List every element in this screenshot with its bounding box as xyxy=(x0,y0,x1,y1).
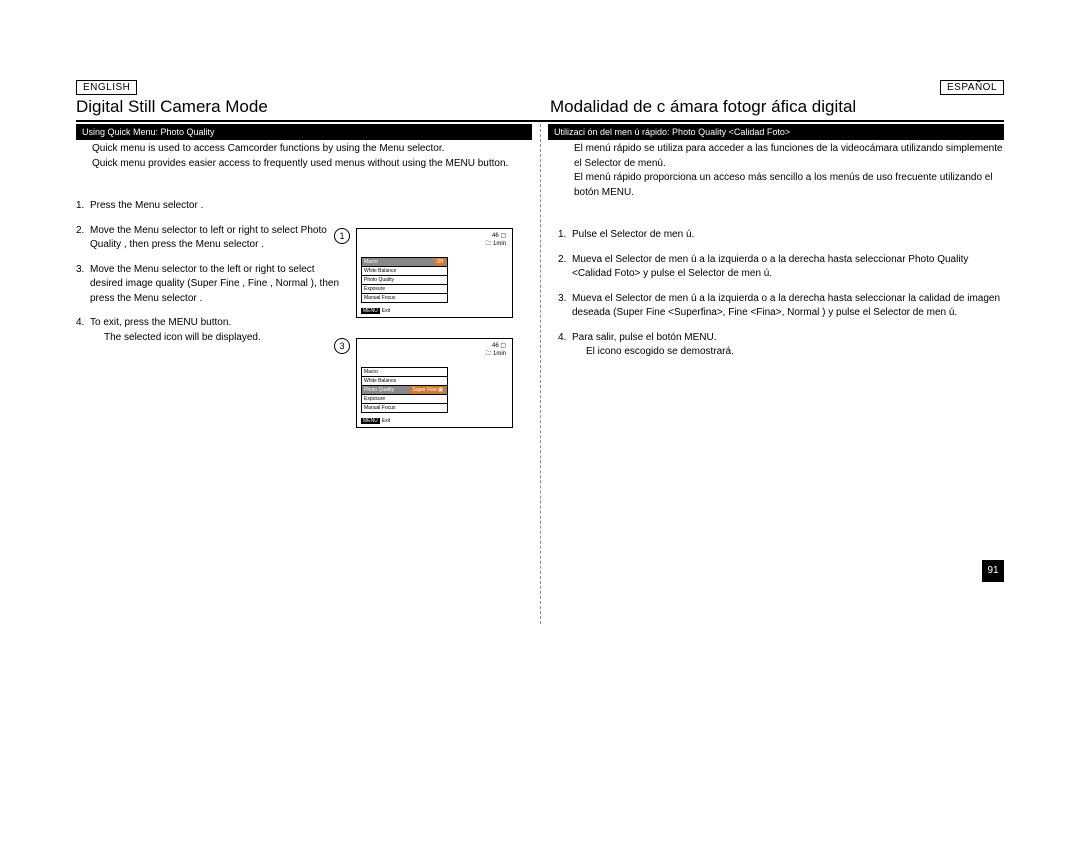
step-num: 1. xyxy=(76,199,90,214)
menu-row-wb: White Balance xyxy=(362,267,447,276)
step-text: Mueva el Selector de men ú a la izquierd… xyxy=(572,292,1004,321)
lcd-status: 46 ▢ 🗀 1min xyxy=(485,233,506,249)
steps-es: 1.Pulse el Selector de men ú. 2.Mueva el… xyxy=(558,228,1004,360)
lcd-panels: 1 46 ▢ 🗀 1min MacroOff White Balance Pho… xyxy=(356,228,526,448)
status-time: 🗀 1min xyxy=(485,351,506,359)
menu-row-wb: White Balance xyxy=(362,377,447,386)
lcd-screen: 46 ▢ 🗀 1min MacroOff White Balance Photo… xyxy=(356,228,513,318)
status-time: 🗀 1min xyxy=(485,241,506,249)
intro-en: Quick menu is used to access Camcorder f… xyxy=(76,142,522,171)
subtitle-english: Using Quick Menu: Photo Quality xyxy=(76,124,532,140)
step-text: Para salir, pulse el botón MENU.El icono… xyxy=(572,331,1004,360)
menu-row-macro: MacroOff xyxy=(362,258,447,267)
intro-es-line2: El menú rápido proporciona un acceso más… xyxy=(574,171,1004,200)
quick-menu: MacroOff White Balance Photo Quality Exp… xyxy=(361,257,448,303)
lcd-status: 46 ▢ 🗀 1min xyxy=(485,343,506,359)
step-num: 4. xyxy=(558,331,572,360)
lcd-exit: MENUExit xyxy=(361,308,390,314)
step-num: 2. xyxy=(558,253,572,282)
body-columns: Quick menu is used to access Camcorder f… xyxy=(76,142,1004,370)
title-english: Digital Still Camera Mode xyxy=(76,97,530,117)
step-num: 3. xyxy=(558,292,572,321)
quick-menu: Macro White Balance Photo QualitySuper F… xyxy=(361,367,448,413)
manual-page: ENGLISH ESPAÑOL Digital Still Camera Mod… xyxy=(76,80,1004,680)
lang-tag-english: ENGLISH xyxy=(76,80,137,95)
step-text: Mueva el Selector de men ú a la izquierd… xyxy=(572,253,1004,282)
step-num: 1. xyxy=(558,228,572,243)
column-spanish: El menú rápido se utiliza para acceder a… xyxy=(540,142,1004,370)
menu-row-macro: Macro xyxy=(362,368,447,377)
menu-row-mf: Manual Focus xyxy=(362,294,447,302)
step-num: 3. xyxy=(76,263,90,307)
menu-row-quality: Photo QualitySuper Fine ▣ xyxy=(362,386,447,395)
title-spanish: Modalidad de c ámara fotogr áfica digita… xyxy=(530,97,1004,117)
title-row: Digital Still Camera Mode Modalidad de c… xyxy=(76,97,1004,122)
page-number: 91 xyxy=(982,560,1004,582)
step-circle-3: 3 xyxy=(334,338,350,354)
lcd-panel-1: 1 46 ▢ 🗀 1min MacroOff White Balance Pho… xyxy=(356,228,526,318)
step-text: Press the Menu selector . xyxy=(90,199,522,214)
step-num: 4. xyxy=(76,316,90,345)
intro-en-line1: Quick menu is used to access Camcorder f… xyxy=(92,142,522,157)
step-num: 2. xyxy=(76,224,90,253)
status-count: 46 ▢ xyxy=(485,343,506,351)
lcd-exit: MENUExit xyxy=(361,418,390,424)
menu-row-mf: Manual Focus xyxy=(362,404,447,412)
intro-es-line1: El menú rápido se utiliza para acceder a… xyxy=(574,142,1004,171)
menu-row-exposure: Exposure xyxy=(362,285,447,294)
menu-row-quality: Photo Quality xyxy=(362,276,447,285)
lcd-panel-3: 3 46 ▢ 🗀 1min Macro White Balance Photo … xyxy=(356,338,526,428)
menu-row-exposure: Exposure xyxy=(362,395,447,404)
lang-tag-spanish: ESPAÑOL xyxy=(940,80,1004,95)
lcd-screen: 46 ▢ 🗀 1min Macro White Balance Photo Qu… xyxy=(356,338,513,428)
intro-es: El menú rápido se utiliza para acceder a… xyxy=(558,142,1004,200)
subtitle-spanish: Utilizaci ón del men ú rápido: Photo Qua… xyxy=(548,124,1004,140)
intro-en-line2: Quick menu provides easier access to fre… xyxy=(92,157,522,172)
status-count: 46 ▢ xyxy=(485,233,506,241)
step-text: Pulse el Selector de men ú. xyxy=(572,228,1004,243)
step-circle-1: 1 xyxy=(334,228,350,244)
